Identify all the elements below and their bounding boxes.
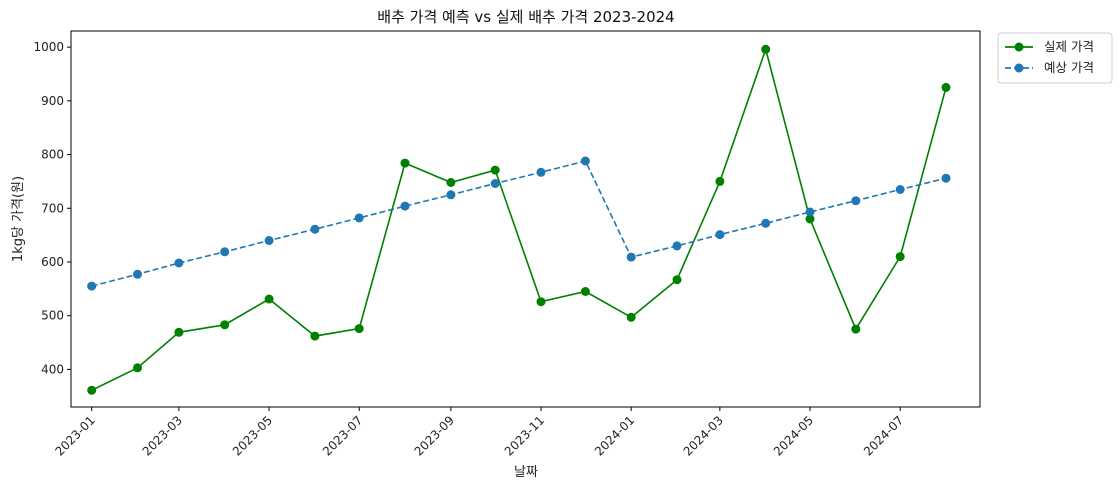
data-point-actual (536, 297, 546, 307)
series-line-predicted (91, 160, 947, 287)
data-point-actual (133, 363, 142, 373)
data-point-actual (220, 320, 230, 330)
data-point-predicted (220, 247, 230, 257)
y-tick-label: 600 (41, 255, 64, 269)
data-point-predicted (536, 167, 546, 177)
x-tick-label: 2023-05 (230, 413, 275, 458)
legend: 실제 가격 예상 가격 (997, 32, 1113, 84)
data-point-predicted (580, 156, 590, 166)
data-point-actual (941, 82, 951, 92)
data-point-actual (672, 275, 682, 285)
x-tick-label: 2023-01 (52, 413, 97, 458)
x-tick-label: 2023-11 (502, 413, 547, 458)
x-axis: 2023-01 2023-03 2023-05 2023-07 2023-09 2023-… (52, 407, 906, 459)
legend-box (997, 32, 1113, 84)
plot-area (70, 30, 981, 408)
chart-title: 배추 가격 예측 vs 실제 배추 가격 2023-2024 (377, 8, 674, 26)
data-point-predicted (672, 241, 682, 251)
data-point-predicted (87, 281, 97, 291)
data-point-predicted (895, 185, 905, 194)
y-tick-label: 1000 (33, 40, 64, 54)
legend-marker-actual (1014, 42, 1024, 52)
data-point-actual (174, 327, 184, 337)
data-point-actual (580, 287, 590, 296)
data-point-predicted (174, 258, 184, 268)
data-point-actual (895, 252, 905, 262)
legend-marker-predicted (1014, 63, 1024, 73)
data-point-actual (310, 331, 320, 341)
data-point-actual (761, 44, 771, 54)
data-point-predicted (626, 252, 636, 262)
data-point-predicted (400, 201, 410, 211)
data-point-actual (354, 324, 364, 334)
legend-label-actual: 실제 가격 (1044, 39, 1094, 54)
y-tick-label: 700 (41, 201, 64, 215)
data-point-actual (851, 324, 861, 334)
data-point-predicted (264, 236, 274, 245)
data-point-predicted (941, 173, 951, 183)
y-tick-label: 400 (41, 362, 64, 376)
data-point-actual (715, 176, 725, 186)
x-tick-label: 2023-09 (412, 413, 457, 458)
y-axis: 400 500 600 700 800 900 1000 (33, 40, 71, 376)
data-point-predicted (805, 207, 815, 217)
x-tick-label: 2023-07 (320, 413, 365, 458)
data-point-predicted (851, 196, 861, 206)
data-point-actual (626, 312, 636, 322)
data-point-predicted (446, 190, 456, 200)
x-axis-label: 날짜 (514, 465, 538, 480)
y-tick-label: 800 (41, 148, 64, 162)
data-point-actual (446, 178, 456, 187)
data-point-actual (805, 214, 815, 224)
y-axis-label: 1kg당 가격(원) (11, 176, 26, 262)
data-point-predicted (354, 213, 364, 223)
y-tick-label: 500 (41, 309, 64, 323)
data-point-actual (87, 385, 97, 395)
legend-label-predicted: 예상 가격 (1044, 60, 1094, 75)
data-point-predicted (761, 218, 771, 228)
y-tick-label: 900 (41, 94, 64, 108)
x-tick-label: 2024-01 (592, 413, 637, 458)
data-point-predicted (490, 179, 500, 188)
x-tick-label: 2023-03 (140, 413, 185, 458)
data-point-actual (400, 158, 410, 168)
x-tick-label: 2024-07 (861, 413, 906, 458)
series-layer (87, 44, 951, 395)
x-tick-label: 2024-05 (771, 413, 816, 458)
x-tick-label: 2024-03 (681, 413, 726, 458)
data-point-actual (490, 165, 500, 175)
series-line-actual (91, 46, 947, 392)
data-point-predicted (133, 269, 142, 279)
data-point-predicted (715, 230, 725, 240)
data-point-predicted (310, 224, 320, 234)
data-point-actual (264, 294, 274, 304)
